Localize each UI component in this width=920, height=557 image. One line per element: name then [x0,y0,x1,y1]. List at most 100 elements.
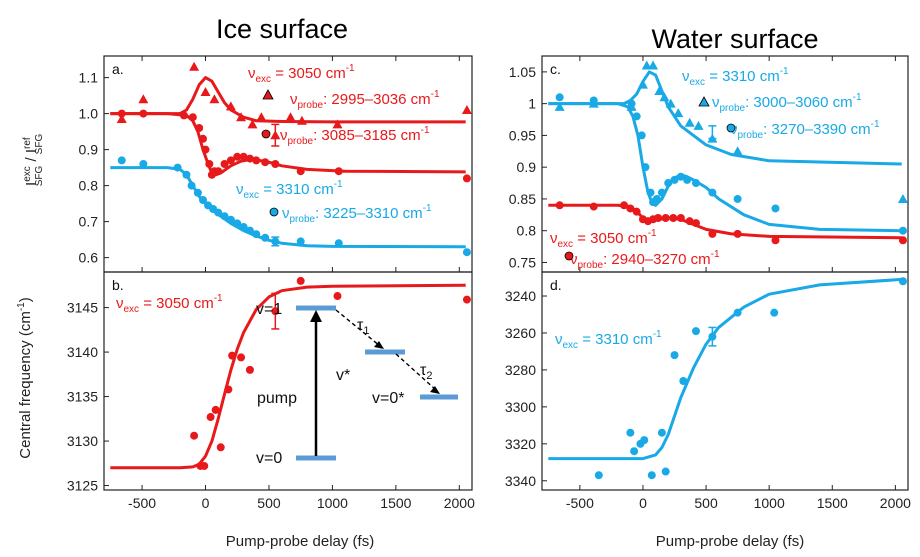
x-tick-label: 1500 [380,495,411,511]
data-point-c-1 [637,131,646,140]
data-point-a-2 [214,208,223,217]
data-point-b-0 [237,353,246,362]
data-point-a-0 [461,105,472,114]
y-tick-label: 1.1 [79,70,99,86]
title-water-surface: Water surface [651,24,818,54]
data-point-c-0 [659,92,670,102]
annotation-c-1: νprobe: 3000–3060 cm-1 [712,92,862,114]
y-axis-label-central-frequency: Central frequency (cm-1) [16,297,34,458]
data-point-a-1 [252,156,261,165]
data-point-a-2 [226,215,235,224]
data-point-b-0 [296,276,305,285]
x-tick-label: -500 [566,495,594,511]
data-point-c-0 [554,101,565,111]
data-point-c-2 [676,214,685,222]
annotation-c-2: νprobe: 3270–3390 cm-1 [730,119,880,141]
annotation-b-0: νexc = 3050 cm-1 [116,293,223,315]
y-tick-label: 3300 [505,399,536,415]
data-point-a-0 [209,94,220,104]
data-point-c-2 [708,229,717,238]
pump-arrow-head [310,310,322,322]
legend-marker-circle [269,207,279,217]
panel-a: 0.6 0.7 0.8 0.9 1.0 1.1 a. νexc = 3050 cm-1 νpro… [79,55,473,273]
legend-marker-circle [564,251,574,261]
data-point-c-0 [673,108,684,118]
data-point-c-2 [555,201,564,210]
x-tick-label: 0 [202,495,210,511]
data-point-a-1 [117,109,126,118]
x-tick-label: -500 [128,495,156,511]
panel-d: -500 0 500 1000 1500 2000 3240 3260 3280 3300 3320… [505,271,911,511]
data-point-b-0 [211,405,220,414]
data-point-d-0 [594,471,603,480]
y-tick-label: 0.7 [79,214,99,230]
x-tick-label: 2000 [444,495,475,511]
title-ice-surface: Ice surface [216,14,348,44]
relax-arrow-1-head [374,341,384,349]
annotation-a-3: νexc = 3310 cm-1 [236,179,343,201]
fit-line-b-0 [110,283,466,470]
y-tick-label: 3340 [505,473,536,489]
data-point-d-0 [647,471,656,480]
annotation-a-0: νexc = 3050 cm-1 [248,63,355,85]
data-point-c-2 [661,214,670,222]
y-tick-label: 1.0 [79,106,99,122]
data-point-d-0 [630,447,639,456]
data-point-c-2 [771,236,780,245]
data-point-c-0 [693,120,704,130]
energy-level-diagram: v=1 v=0 v* v=0* pump τ1 τ2 [256,301,458,467]
data-point-c-2 [733,229,742,238]
y-tick-label: 0.9 [79,142,99,158]
data-point-b-0 [206,413,215,422]
data-point-c-2 [654,214,663,222]
data-point-c-2 [685,217,694,226]
y-tick-label: 0.9 [517,159,537,175]
data-point-a-1 [261,158,270,167]
y-tick-label: 3260 [505,325,536,341]
data-point-a-0 [247,119,258,129]
data-point-d-0 [670,351,679,360]
y-tick-label: 3240 [505,288,536,304]
data-point-a-0 [332,119,343,129]
data-point-c-0 [897,193,908,203]
relax-arrow-1 [335,309,381,347]
data-point-a-0 [285,112,296,122]
data-point-c-1 [652,194,661,203]
data-point-b-0 [228,351,237,360]
annotation-a-2: νprobe: 3085–3185 cm-1 [280,125,430,147]
data-point-a-0 [138,94,149,104]
data-point-c-1 [691,179,700,188]
data-point-d-0 [657,428,666,437]
data-point-a-0 [296,115,307,125]
data-point-a-1 [188,113,197,122]
y-tick-label: 3145 [67,300,98,316]
plot-frame-a [103,55,473,273]
annotation-c-4: νprobe: 2940–3270 cm-1 [570,249,720,271]
data-point-c-1 [589,96,598,105]
data-point-d-0 [691,327,700,336]
data-point-a-1 [296,167,305,176]
x-tick-label: 1000 [317,495,348,511]
data-point-a-2 [261,233,270,242]
y-tick-label: 3320 [505,436,536,452]
data-point-c-0 [684,117,695,127]
data-point-c-2 [669,214,678,222]
relax-arrow-2-head [430,386,440,394]
data-point-c-1 [771,204,780,213]
data-point-a-1 [214,167,223,176]
data-point-c-2 [620,201,629,210]
data-point-a-1 [239,152,248,161]
label-pump: pump [257,390,297,407]
y-tick-label: 0.8 [79,178,99,194]
y-axis-label-intensity-ratio: IexcSFG / IrefSFG [22,134,45,187]
panel-c: 0.75 0.8 0.85 0.9 0.95 1 1.05 c. νexc = 3310 cm-… [509,55,909,273]
data-point-a-2 [233,219,242,228]
data-point-c-1 [670,175,679,184]
data-point-a-1 [462,174,471,183]
data-point-a-1 [195,124,204,132]
data-point-b-0 [216,443,225,452]
label-v0star: v=0* [372,390,404,407]
data-point-d-0 [770,308,779,317]
data-point-a-1 [139,109,148,118]
